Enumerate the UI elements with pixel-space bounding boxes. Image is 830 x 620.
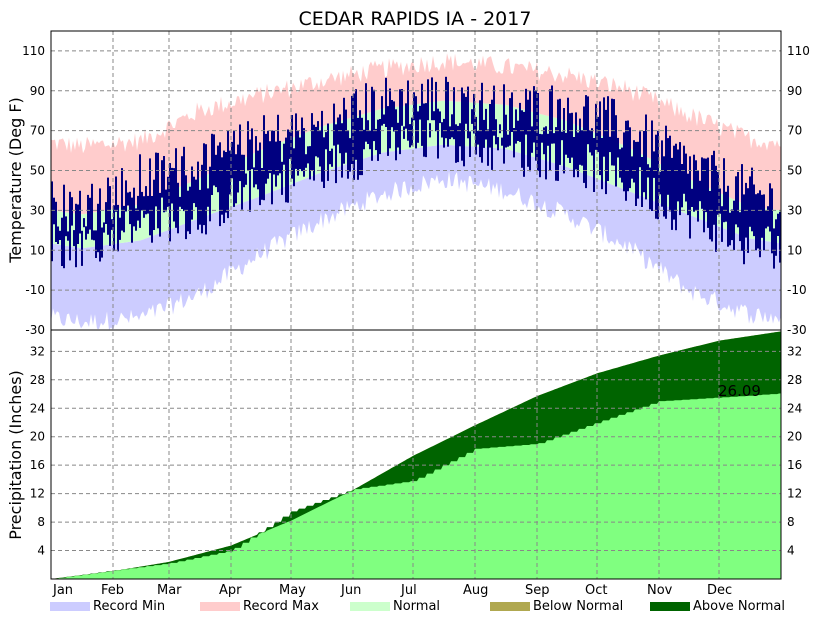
- precip-tick-label-left: 16: [30, 458, 45, 472]
- month-label: Aug: [463, 583, 488, 598]
- month-label: Feb: [101, 583, 124, 598]
- precip-tick-label-right: 28: [787, 373, 802, 387]
- legend-label: Below Normal: [533, 599, 623, 614]
- precipitation-panel: [51, 331, 781, 579]
- precipitation-frame: [50, 329, 782, 580]
- temp-tick-label-left: 110: [22, 44, 45, 58]
- temp-tick-label-left: 70: [30, 124, 45, 138]
- temp-tick-label-left: 10: [30, 243, 45, 257]
- temperature-panel: [51, 53, 781, 330]
- precip-tick-label-left: 4: [37, 544, 45, 558]
- month-label: Mar: [157, 583, 182, 598]
- legend-swatch: [50, 602, 90, 611]
- temp-tick-label-left: -10: [25, 283, 45, 297]
- legend-label: Above Normal: [693, 599, 785, 614]
- temp-tick-label-left: 30: [30, 203, 45, 217]
- precip-tick-label-right: 12: [787, 487, 802, 501]
- legend-label: Record Max: [243, 599, 319, 614]
- precip-tick-label-right: 16: [787, 458, 802, 472]
- legend-label: Normal: [393, 599, 440, 614]
- legend-swatch: [350, 602, 390, 611]
- month-label: Nov: [647, 583, 673, 598]
- precip-tick-label-right: 32: [787, 344, 802, 358]
- precip-tick-label-right: 4: [787, 544, 795, 558]
- month-label: Dec: [707, 583, 732, 598]
- legend-label: Record Min: [93, 599, 165, 614]
- temp-tick-label-right: 50: [787, 164, 802, 178]
- record-max-band: [51, 53, 781, 215]
- precip-tick-label-left: 24: [30, 401, 45, 415]
- temp-tick-label-right: -10: [787, 283, 807, 297]
- month-label: Apr: [219, 583, 242, 598]
- precip-total-annotation: 26.09: [718, 382, 761, 400]
- precip-tick-label-left: 12: [30, 487, 45, 501]
- precip-tick-label-left: 32: [30, 344, 45, 358]
- temp-tick-label-left: -30: [25, 323, 45, 337]
- temp-tick-label-right: 30: [787, 203, 802, 217]
- month-label: Sep: [525, 583, 550, 598]
- precip-tick-label-right: 8: [787, 515, 795, 529]
- temp-tick-label-right: -30: [787, 323, 807, 337]
- temp-tick-label-right: 10: [787, 243, 802, 257]
- temp-tick-label-left: 50: [30, 164, 45, 178]
- month-label: Jul: [400, 583, 417, 598]
- month-label: May: [279, 583, 306, 598]
- precip-tick-label-right: 20: [787, 430, 802, 444]
- precip-tick-label-left: 20: [30, 430, 45, 444]
- precip-tick-label-left: 8: [37, 515, 45, 529]
- legend-swatch: [650, 602, 690, 611]
- temp-tick-label-right: 70: [787, 124, 802, 138]
- chart-title: CEDAR RAPIDS IA - 2017: [299, 8, 532, 30]
- actual-precip-area: [51, 393, 781, 579]
- temp-tick-label-right: 110: [787, 44, 810, 58]
- legend-swatch: [490, 602, 530, 611]
- precipitation-axis-label: Precipitation (Inches): [6, 370, 25, 540]
- temperature-axis-label: Temperature (Deg F): [6, 97, 25, 264]
- month-label: Oct: [585, 583, 607, 598]
- month-label: Jan: [52, 583, 73, 598]
- precip-tick-label-right: 24: [787, 401, 802, 415]
- legend-swatch: [200, 602, 240, 611]
- grid-lines: [51, 31, 781, 579]
- month-label: Jun: [340, 583, 361, 598]
- legend: Record Min Record Max Normal Below Normal Ab…: [50, 599, 785, 614]
- temp-tick-label-left: 90: [30, 84, 45, 98]
- axes: -30 -30 -10 -10 10 10 30 30 50 50 70 70 90 90 110 110 4 4…: [22, 30, 810, 598]
- record-min-band: [51, 144, 781, 330]
- precip-tick-label-left: 28: [30, 373, 45, 387]
- temp-tick-label-right: 90: [787, 84, 802, 98]
